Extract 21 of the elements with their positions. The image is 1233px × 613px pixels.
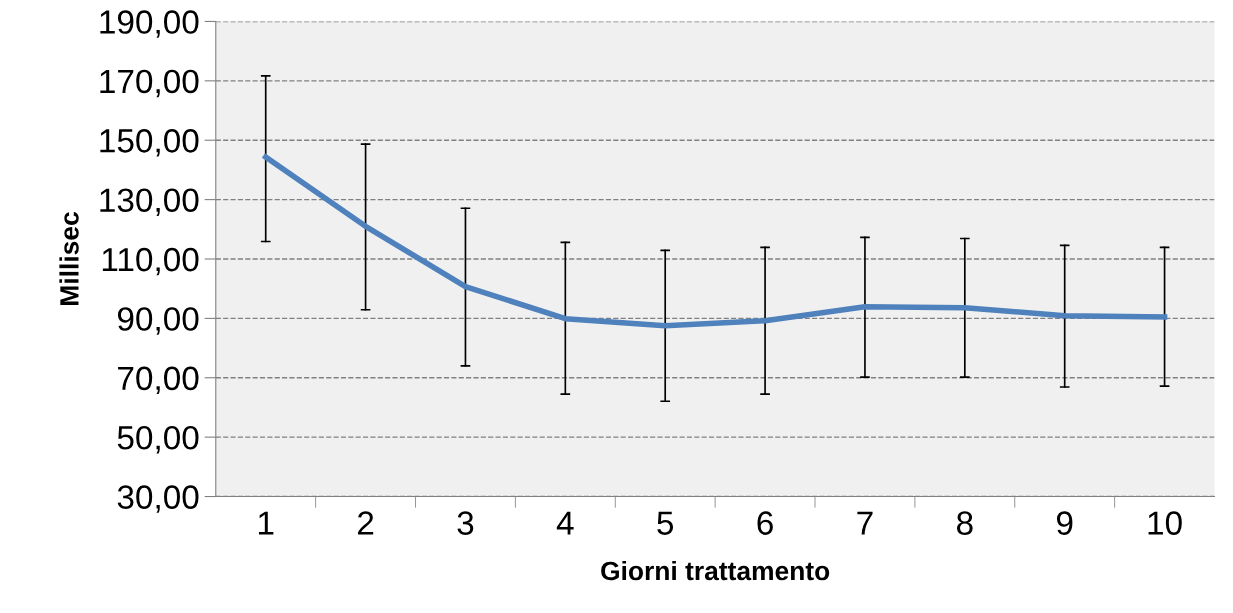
y-tick-label: 50,00 [117,425,199,454]
x-axis-title: Giorni trattamento [601,560,830,581]
x-tick-label: 6 [757,511,773,535]
y-tick-label: 90,00 [117,307,199,335]
y-tick-label: 190,00 [100,10,199,38]
y-tick-label: 170,00 [100,69,199,98]
y-tick-label: 110,00 [102,247,199,276]
x-tick-label: 10 [1148,511,1182,535]
x-tick-label: 5 [657,511,674,535]
y-axis-title: Millisec [59,212,79,305]
x-tick-label: 2 [357,511,374,535]
y-tick-label: 130,00 [100,188,199,216]
y-tick-label: 150,00 [100,129,199,157]
x-tick-label: 1 [258,511,274,535]
x-tick-label: 9 [1056,511,1073,535]
x-tick-label: 7 [857,511,873,535]
y-tick-label: 30,00 [117,485,199,513]
x-tick-label: 4 [556,511,574,535]
y-tick-label: 70,00 [118,366,199,395]
x-tick-label: 3 [457,511,474,535]
x-tick-label: 8 [957,511,973,535]
